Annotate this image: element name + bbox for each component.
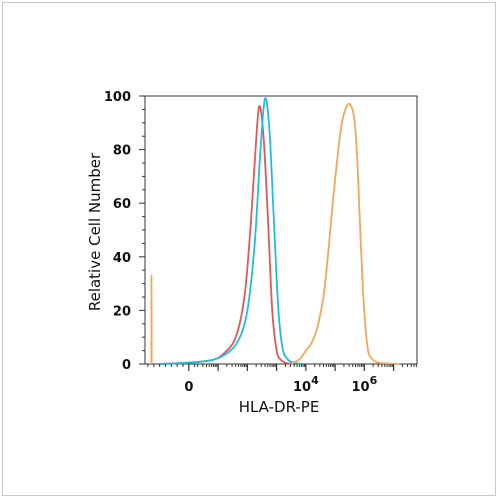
y-tick-label: 60 bbox=[113, 197, 131, 212]
y-axis: 0 20 40 60 80 100 bbox=[104, 90, 145, 373]
series-layer bbox=[150, 97, 400, 365]
x-axis: 0 104 106 bbox=[147, 364, 417, 395]
x-tick-label: 104 bbox=[293, 374, 319, 395]
x-axis-title: HLA-DR-PE bbox=[239, 398, 320, 416]
y-tick-label: 20 bbox=[113, 304, 131, 319]
y-tick-label: 40 bbox=[113, 251, 131, 266]
y-axis-title: Relative Cell Number bbox=[86, 152, 104, 311]
histogram-series-line bbox=[159, 105, 292, 365]
plot-area bbox=[144, 95, 418, 365]
x-tick-label: 106 bbox=[351, 374, 377, 395]
y-tick-label: 80 bbox=[113, 144, 131, 159]
y-tick-label: 0 bbox=[122, 358, 131, 373]
histogram-series-line bbox=[290, 102, 400, 365]
plot-border bbox=[144, 95, 418, 365]
x-tick-label: 0 bbox=[184, 380, 193, 395]
y-tick-label: 100 bbox=[104, 90, 131, 105]
histogram-series-line bbox=[159, 97, 304, 365]
